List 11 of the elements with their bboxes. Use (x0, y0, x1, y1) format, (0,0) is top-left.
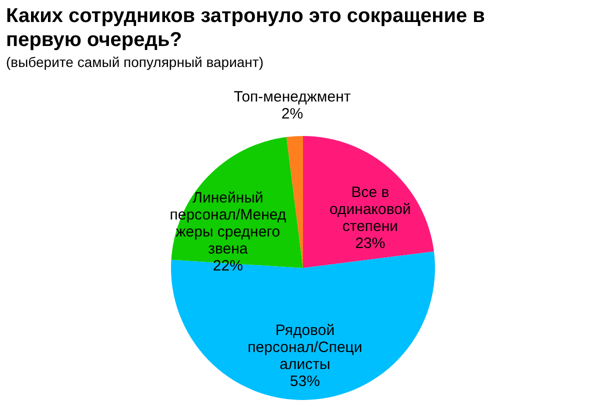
slice-label: Рядовой персонал/Специалисты (248, 322, 362, 374)
data-label: 23% (355, 234, 386, 252)
slice-label: Топ-менеджмент (234, 88, 351, 106)
data-label: 2% (281, 106, 304, 123)
chart-subtitle: (выберите самый популярный вариант) (6, 54, 264, 70)
slice-label: Все в одинаковой степени (330, 184, 411, 235)
chart-title: Каких сотрудников затронуло это сокращение в первую очередь? (6, 5, 485, 51)
data-label: 53% (290, 373, 320, 390)
data-label: 22% (212, 258, 243, 275)
pie-slice (286, 136, 303, 268)
pie-slice (303, 136, 434, 268)
